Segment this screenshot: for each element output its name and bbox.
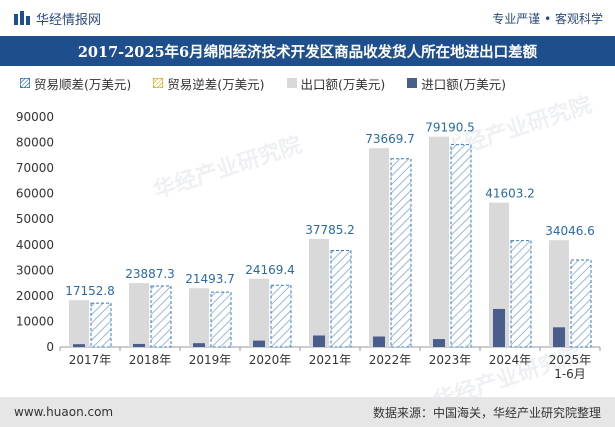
footer-source: 数据来源：中国海关，华经产业研究院整理	[372, 405, 601, 420]
x-tick-label: 2019年	[189, 353, 232, 367]
export-bar	[129, 283, 149, 347]
brand: 华经情报网	[14, 9, 101, 28]
data-label: 24169.4	[245, 263, 295, 277]
surplus-bar	[390, 158, 412, 348]
legend-label-surplus: 贸易顺差(万美元)	[34, 76, 132, 92]
footer: www.huaon.com 数据来源：中国海关，华经产业研究院整理	[0, 397, 615, 427]
data-label: 37785.2	[305, 223, 355, 237]
x-tick-label: 2017年	[69, 353, 112, 367]
y-tick-label: 50000	[16, 212, 54, 226]
import-bar	[313, 335, 325, 347]
import-bar	[253, 340, 265, 347]
brand-logo-icon	[14, 11, 30, 25]
data-label: 73669.7	[365, 132, 415, 146]
top-bar: 华经情报网 专业严谨 • 客观科学	[0, 0, 615, 36]
legend-label-import: 进口额(万美元)	[421, 76, 507, 92]
chart-legend: 贸易顺差(万美元) 贸易逆差(万美元) 出口额(万美元) 进口额(万美元)	[20, 72, 610, 94]
y-tick-label: 0	[46, 340, 54, 354]
import-bar	[433, 339, 445, 347]
x-tick-label: 2023年	[429, 353, 472, 367]
export-bar	[69, 300, 89, 347]
footer-url: www.huaon.com	[14, 405, 114, 419]
data-label: 21493.7	[185, 272, 235, 286]
y-tick-label: 60000	[16, 187, 54, 201]
y-tick-label: 80000	[16, 136, 54, 150]
import-bar	[193, 343, 205, 347]
brand-name: 华经情报网	[36, 12, 102, 28]
legend-swatch-surplus	[20, 78, 30, 88]
y-tick-label: 70000	[16, 161, 54, 175]
legend-label-deficit: 贸易逆差(万美元)	[167, 76, 265, 92]
surplus-bar	[150, 285, 172, 348]
export-bar	[249, 278, 269, 347]
export-bar	[189, 288, 209, 347]
surplus-bar	[90, 302, 112, 348]
export-bar	[309, 238, 329, 347]
chart-title: 2017-2025年6月绵阳经济技术开发区商品收发货人所在地进出口差额	[0, 36, 615, 66]
y-tick-label: 30000	[16, 263, 54, 277]
legend-item-deficit: 贸易逆差(万美元)	[153, 74, 265, 93]
import-bar	[493, 308, 505, 347]
data-label: 23887.3	[125, 267, 175, 281]
y-tick-label: 90000	[16, 110, 54, 124]
legend-swatch-export	[286, 78, 297, 88]
data-label: 41603.2	[485, 187, 535, 201]
data-label: 17152.8	[65, 284, 115, 298]
import-bar	[73, 344, 85, 347]
data-label: 34046.6	[545, 224, 595, 238]
legend-item-export: 出口额(万美元)	[286, 74, 386, 93]
chart-area: 0 10000 20000 30000 40000 50000 60000 70000 8000…	[16, 110, 601, 381]
y-tick-label: 20000	[16, 289, 54, 303]
surplus-bar	[570, 259, 592, 348]
tagline: 专业严谨 • 客观科学	[492, 11, 603, 26]
export-bar	[369, 148, 389, 347]
legend-item-import: 进口额(万美元)	[407, 74, 506, 93]
x-tick-label: 2018年	[129, 353, 172, 367]
surplus-bar	[270, 284, 292, 348]
x-tick-label: 2024年	[489, 353, 532, 367]
x-tick-label: 1-6月	[554, 367, 586, 381]
x-tick-label: 2020年	[249, 353, 292, 367]
y-tick-label: 10000	[16, 314, 54, 328]
import-bar	[133, 343, 145, 347]
y-tick-label: 40000	[16, 238, 54, 252]
surplus-bar	[330, 249, 352, 348]
export-bar	[429, 136, 449, 347]
surplus-bar	[210, 291, 232, 348]
data-label: 79190.5	[425, 121, 475, 135]
legend-item-surplus: 贸易顺差(万美元)	[20, 74, 131, 93]
x-tick-label: 2025年	[549, 353, 592, 367]
legend-label-export: 出口额(万美元)	[300, 76, 386, 92]
x-tick-label: 2022年	[369, 353, 412, 367]
import-bar	[553, 327, 565, 347]
legend-swatch-import	[407, 78, 418, 88]
surplus-bar	[450, 144, 472, 348]
import-bar	[373, 336, 385, 347]
legend-swatch-deficit	[153, 78, 164, 88]
x-tick-label: 2021年	[309, 353, 352, 367]
export-bar	[549, 240, 569, 347]
surplus-bar	[510, 240, 532, 348]
